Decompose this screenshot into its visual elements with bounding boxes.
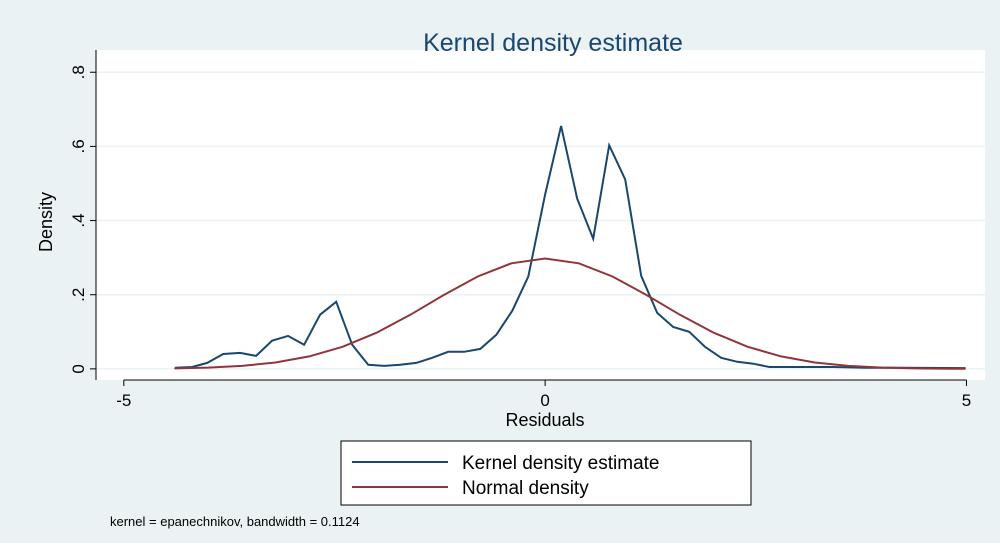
x-tick-label: -5 bbox=[116, 391, 131, 410]
legend-label: Normal density bbox=[462, 478, 589, 499]
y-tick-label: .8 bbox=[69, 65, 88, 79]
chart-title: Kernel density estimate bbox=[423, 29, 683, 57]
y-tick-label: 0 bbox=[69, 364, 88, 373]
legend-label: Kernel density estimate bbox=[462, 453, 660, 474]
legend-box bbox=[340, 440, 752, 506]
density-line bbox=[174, 257, 966, 370]
x-tick-label: 0 bbox=[540, 391, 549, 410]
x-axis-label: Residuals bbox=[505, 410, 584, 430]
y-tick-label: .4 bbox=[69, 213, 88, 227]
y-axis-label: Density bbox=[36, 192, 56, 252]
density-line bbox=[175, 125, 966, 370]
x-tick-label: 5 bbox=[962, 391, 971, 410]
y-tick-label: .6 bbox=[69, 139, 88, 153]
y-tick-label: .2 bbox=[69, 288, 88, 302]
note: kernel = epanechnikov, bandwidth = 0.112… bbox=[110, 514, 360, 529]
